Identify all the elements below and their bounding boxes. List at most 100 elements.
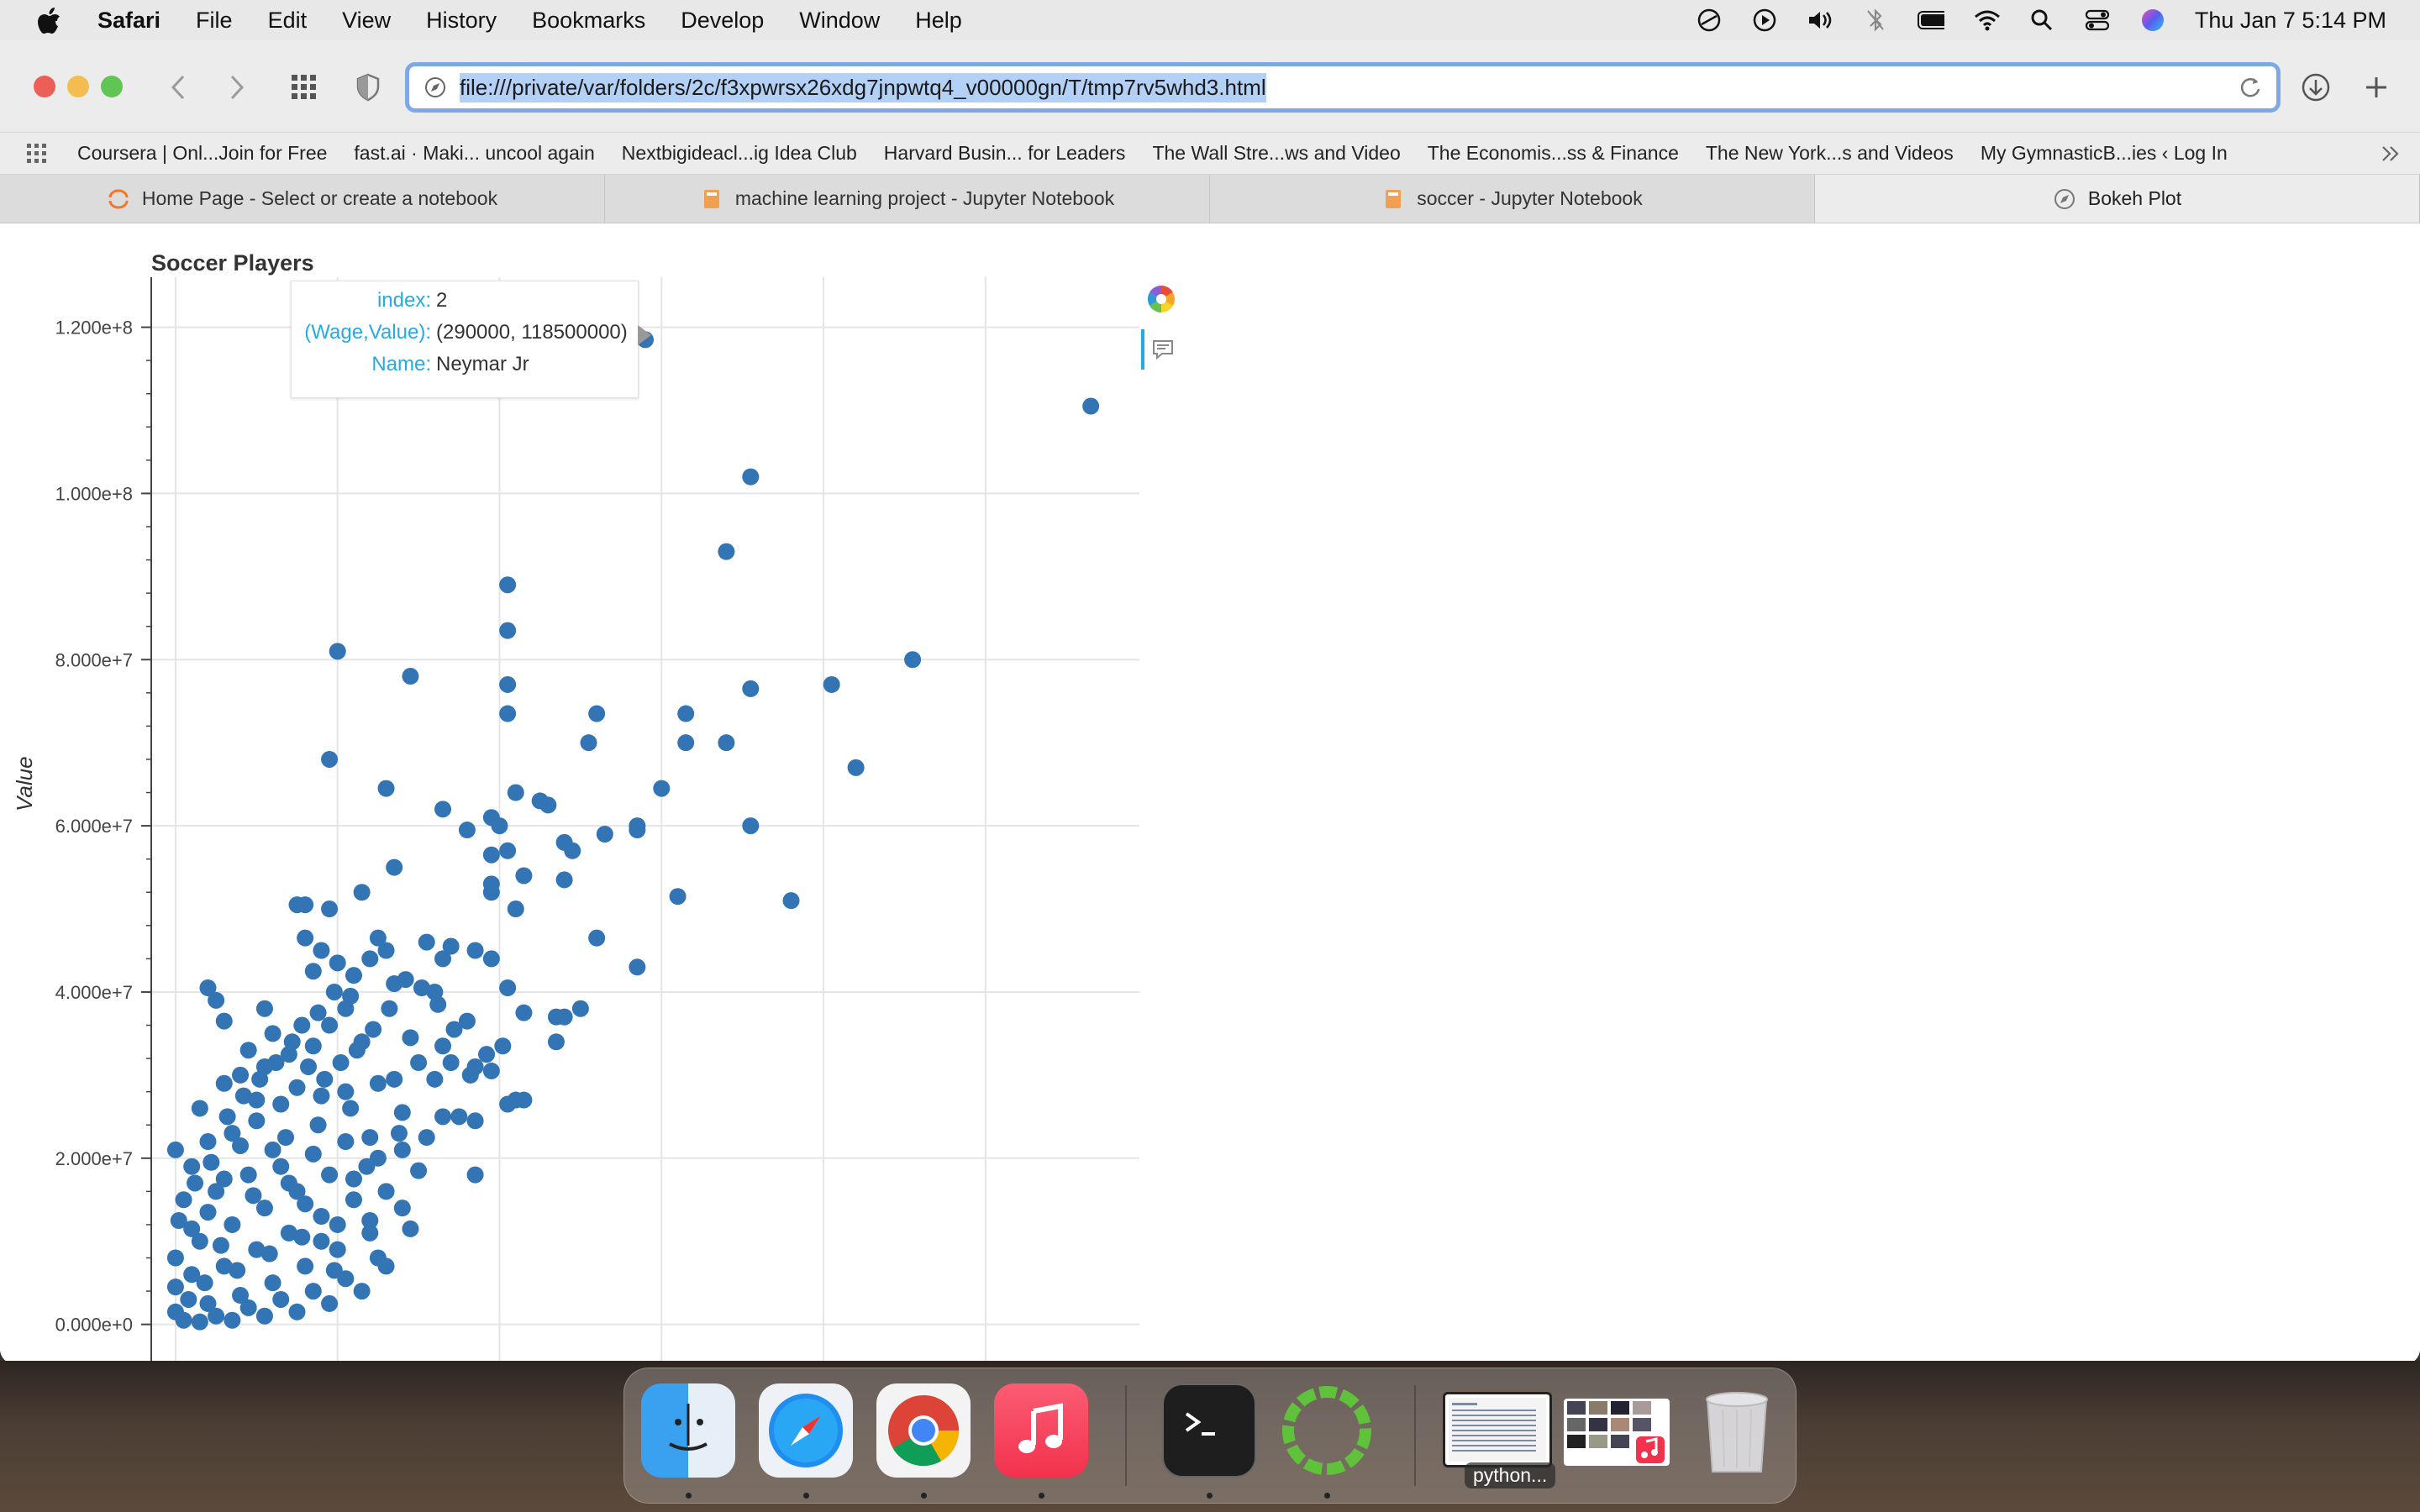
scatter-point [434,950,452,968]
scatter-point [199,1133,217,1151]
chevron-double-right-icon[interactable] [2378,141,2403,166]
spotlight-search-icon[interactable] [2028,7,2055,34]
scatter-point [313,1208,330,1226]
scatter-point [180,1290,197,1308]
menu-edit[interactable]: Edit [267,7,308,33]
favorite-link[interactable]: The Wall Stre...ws and Video [1152,142,1401,164]
url-text[interactable]: file:///private/var/folders/2c/f3xpwrsx2… [460,72,1266,102]
zoom-window-button[interactable] [101,76,123,97]
scatter-point [466,942,484,959]
loading-app-icon[interactable] [1280,1383,1374,1478]
tab-overview-icon[interactable] [286,69,323,106]
scatter-point [337,1133,355,1151]
scatter-point [329,1241,346,1258]
scatter-point [309,1004,327,1021]
menu-clock[interactable]: Thu Jan 7 5:14 PM [2194,7,2386,33]
scatter-point [434,801,452,818]
hover-tooltip: index: 2 (Wage,Value): (290000, 11850000… [291,281,651,398]
play-status-icon[interactable] [1751,7,1778,34]
hover-tool-icon[interactable] [1141,329,1181,370]
battery-icon[interactable] [1917,7,1944,34]
menu-history[interactable]: History [426,7,497,33]
menu-bar: Safari File Edit View History Bookmarks … [0,0,2420,40]
trash-icon[interactable] [1690,1383,1784,1478]
volume-icon[interactable] [1807,7,1833,34]
bokeh-plot-canvas[interactable]: 0.000e+0 2.000e+7 4.000e+7 6.000e+7 8.000e+7… [0,223,1193,1364]
favorite-link[interactable]: Harvard Busin... for Leaders [883,142,1126,164]
new-tab-icon[interactable] [2358,69,2395,106]
control-center-icon[interactable] [2084,7,2111,34]
forward-arrow-icon[interactable] [218,69,255,106]
tab-machine-learning-project[interactable]: machine learning project - Jupyter Noteb… [605,175,1210,223]
favorite-link[interactable]: The Economis...ss & Finance [1427,142,1679,164]
privacy-shield-icon[interactable] [350,69,387,106]
wifi-icon[interactable] [1973,7,2000,34]
safari-app-icon[interactable] [759,1383,853,1478]
scatter-point [353,884,371,901]
menu-file[interactable]: File [196,7,233,33]
menu-bookmarks[interactable]: Bookmarks [532,7,646,33]
menu-view[interactable]: View [342,7,392,33]
scatter-point [782,892,800,910]
compass-icon [2053,187,2076,211]
favorite-link[interactable]: My GymnasticB...ies ‹ Log In [1980,142,2228,164]
reload-icon[interactable] [2238,75,2263,100]
menu-window[interactable]: Window [799,7,881,33]
tab-bokeh-plot[interactable]: Bokeh Plot [1815,175,2420,223]
window-thumbnail-icon[interactable] [1443,1392,1552,1467]
scatter-point [742,817,760,835]
scatter-point [482,1062,500,1079]
scatter-point [413,979,430,997]
scatter-point [272,1158,290,1175]
jupyter-icon [107,187,130,211]
favorite-link[interactable]: The New York...s and Videos [1705,142,1954,164]
running-indicator [1207,1493,1213,1499]
scatter-point [482,950,500,968]
scatter-point [629,822,646,839]
chrome-app-icon[interactable] [876,1383,971,1478]
page-content: 0.000e+0 2.000e+7 4.000e+7 6.000e+7 8.000e+7… [0,223,2420,1364]
favorite-link[interactable]: fast.ai · Maki... uncool again [354,142,595,164]
back-arrow-icon[interactable] [160,69,197,106]
siri-icon[interactable] [2139,7,2166,34]
scatter-point [288,1079,306,1096]
tab-soccer[interactable]: soccer - Jupyter Notebook [1210,175,1815,223]
focus-status-icon[interactable] [1696,7,1723,34]
scatter-point [377,942,395,959]
notebook-icon [700,187,723,211]
scatter-point [393,1141,411,1158]
minimize-window-button[interactable] [67,76,89,97]
downloads-icon[interactable] [2297,69,2334,106]
address-bar[interactable]: file:///private/var/folders/2c/f3xpwrsx2… [405,62,2281,113]
menu-develop[interactable]: Develop [681,7,765,33]
tab-home-page[interactable]: Home Page - Select or create a notebook [0,175,605,223]
finder-icon[interactable] [641,1383,735,1478]
apple-logo-icon[interactable] [35,6,64,34]
running-indicator [686,1493,692,1499]
scatter-point [390,1125,408,1142]
scatter-point [224,1311,241,1329]
scatter-point [358,1158,376,1175]
scatter-point [325,1262,343,1279]
scatter-point [229,1262,246,1279]
photo-stack-icon[interactable] [1564,1399,1670,1466]
menu-app-name[interactable]: Safari [97,7,161,33]
terminal-app-icon[interactable] [1162,1383,1256,1478]
scatter-point [348,1042,366,1059]
bokeh-logo-icon[interactable] [1141,279,1181,319]
scatter-point [166,1141,184,1158]
menu-help[interactable]: Help [915,7,962,33]
bluetooth-off-icon[interactable] [1862,7,1889,34]
favorite-link[interactable]: Nextbigideacl...ig Idea Club [621,142,857,164]
scatter-point [251,1070,269,1088]
scatter-point [196,1274,213,1292]
y-tick-label: 6.000e+7 [55,816,133,837]
favorite-link[interactable]: Coursera | Onl...Join for Free [77,142,328,164]
scatter-point [718,734,735,752]
favorites-grid-icon[interactable] [25,142,49,165]
scatter-point [304,963,322,980]
scatter-point [316,1070,334,1088]
scatter-point [239,1299,257,1316]
music-app-icon[interactable] [994,1383,1088,1478]
close-window-button[interactable] [34,76,55,97]
